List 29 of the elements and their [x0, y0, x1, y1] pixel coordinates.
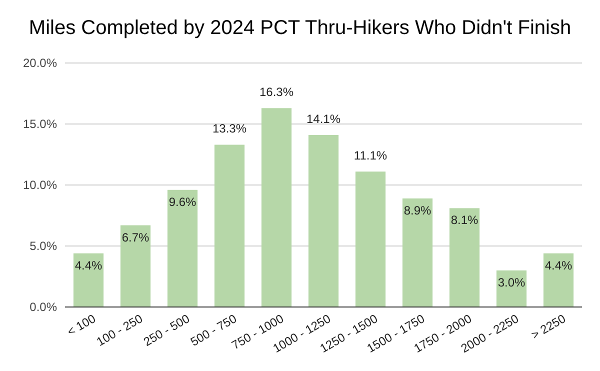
data-label: 4.4% — [74, 258, 102, 272]
bar — [120, 225, 151, 307]
bar — [449, 208, 480, 307]
bar — [355, 172, 386, 307]
bar — [261, 108, 292, 307]
data-label: 14.1% — [306, 112, 341, 126]
y-tick-label: 10.0% — [22, 178, 58, 192]
data-label: 9.6% — [168, 194, 196, 209]
data-label: 6.7% — [122, 230, 150, 244]
data-label: 8.1% — [450, 213, 478, 228]
y-tick-label: 20.0% — [22, 56, 58, 70]
bar — [402, 198, 433, 307]
data-label: 13.3% — [212, 122, 247, 136]
x-tick-label: > 2250 — [528, 311, 568, 342]
y-tick-label: 0.0% — [30, 300, 58, 314]
bar — [543, 253, 574, 307]
y-tick-label: 5.0% — [30, 239, 58, 254]
chart-title: Miles Completed by 2024 PCT Thru-Hikers Who Didn't Finish — [28, 17, 572, 39]
data-label: 11.1% — [354, 148, 388, 163]
data-label: 16.3% — [259, 85, 294, 100]
data-label: 4.4% — [544, 258, 572, 272]
x-tick-label: < 100 — [64, 311, 98, 339]
y-tick-label: 15.0% — [22, 117, 58, 132]
bar — [73, 253, 104, 307]
data-label: 3.0% — [498, 275, 526, 290]
bar — [214, 144, 245, 307]
bar — [308, 134, 339, 307]
data-label: 8.9% — [404, 203, 432, 218]
bar — [167, 190, 198, 307]
